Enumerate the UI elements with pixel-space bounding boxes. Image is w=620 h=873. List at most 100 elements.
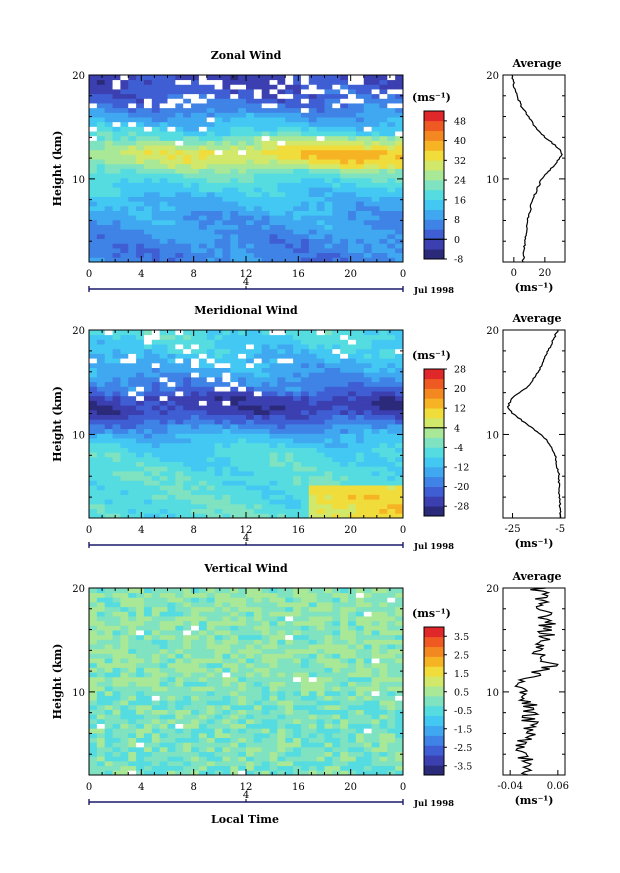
heatmap-cell <box>191 112 200 118</box>
heatmap-cell <box>214 681 223 687</box>
heatmap-cell <box>128 480 137 486</box>
heatmap-cell <box>175 121 184 127</box>
heatmap-cell <box>143 414 153 420</box>
heatmap-cell <box>159 391 168 397</box>
heatmap-cell <box>89 89 98 95</box>
heatmap-cell <box>214 334 223 340</box>
heatmap-cell <box>332 653 341 659</box>
heatmap-cell <box>167 243 176 249</box>
heatmap-cell <box>277 84 286 90</box>
heatmap-cell <box>104 93 113 99</box>
heatmap-cell <box>191 182 200 188</box>
heatmap-cell <box>246 252 255 258</box>
heatmap-cell <box>324 732 333 738</box>
heatmap-cell <box>340 243 349 249</box>
heatmap-cell <box>332 718 341 724</box>
heatmap-cell <box>395 602 404 608</box>
heatmap-cell <box>230 751 239 757</box>
heatmap-cell <box>198 215 208 221</box>
heatmap-cell <box>395 630 404 636</box>
heatmap-cell <box>246 140 255 146</box>
heatmap-cell <box>387 344 396 350</box>
heatmap-cell <box>206 154 215 160</box>
heatmap-cell <box>387 205 396 211</box>
heatmap-cell <box>136 508 145 514</box>
heatmap-cell <box>269 224 278 230</box>
heatmap-cell <box>167 765 176 771</box>
heatmap-cell <box>175 177 184 183</box>
heatmap-cell <box>285 644 294 650</box>
heatmap-cell <box>387 247 396 254</box>
colorbar-unit-label: (ms⁻¹) <box>412 349 451 362</box>
heatmap-cell <box>191 252 200 258</box>
heatmap-cell <box>371 513 380 519</box>
heatmap-cell <box>206 149 215 155</box>
heatmap-cell <box>151 676 161 682</box>
heatmap-cell <box>246 219 255 226</box>
heatmap-cell <box>159 112 168 118</box>
heatmap-cell <box>363 177 372 183</box>
heatmap-cell <box>151 672 161 678</box>
heatmap-cell <box>277 433 286 439</box>
heatmap-cell <box>191 381 200 387</box>
heatmap-cell <box>136 667 145 673</box>
heatmap-cell <box>324 606 333 612</box>
heatmap-cell <box>143 79 153 85</box>
heatmap-cell <box>183 428 192 434</box>
heatmap-cell <box>363 98 372 104</box>
heatmap-cell <box>261 381 270 387</box>
heatmap-cell <box>151 149 161 155</box>
heatmap-cell <box>387 714 396 720</box>
heatmap-cell <box>371 424 380 430</box>
heatmap-cell <box>89 606 98 612</box>
heatmap-cell <box>238 126 247 132</box>
heatmap-cell <box>214 704 223 710</box>
heatmap-cell <box>167 704 176 710</box>
heatmap-cell <box>324 252 333 258</box>
heatmap-cell <box>222 751 231 757</box>
heatmap-cell <box>167 648 176 654</box>
heatmap-cell <box>96 409 106 415</box>
heatmap-cell <box>96 257 106 263</box>
heatmap-cell <box>191 238 200 244</box>
heatmap-cell <box>348 606 357 612</box>
heatmap-cell <box>379 672 388 678</box>
heatmap-cell <box>387 159 396 165</box>
heatmap-cell <box>112 424 121 430</box>
heatmap-cell <box>324 168 333 174</box>
heatmap-cell <box>183 742 192 748</box>
heatmap-cell <box>238 489 247 495</box>
heatmap-cell <box>379 196 388 202</box>
heatmap-cell <box>104 690 113 696</box>
heatmap-cell <box>89 187 98 193</box>
heatmap-cell <box>355 229 365 235</box>
heatmap-cell <box>348 247 357 254</box>
heatmap-cell <box>198 447 208 453</box>
heatmap-cell <box>340 191 349 197</box>
heatmap-cell <box>112 489 121 495</box>
heatmap-cell <box>230 405 239 411</box>
heatmap-cell <box>332 93 341 99</box>
heatmap-cell <box>206 676 215 682</box>
heatmap-cell <box>198 630 208 636</box>
heatmap-cell <box>316 103 325 109</box>
heatmap-cell <box>261 405 270 411</box>
heatmap-cell <box>128 419 137 425</box>
heatmap-cell <box>285 395 294 401</box>
heatmap-cell <box>348 658 357 664</box>
colorbar-swatch <box>424 378 444 389</box>
heatmap-cell <box>175 233 184 240</box>
heatmap-cell <box>355 742 365 748</box>
heatmap-cell <box>355 625 365 631</box>
heatmap-cell <box>253 662 263 668</box>
heatmap-cell <box>348 419 357 425</box>
heatmap-cell <box>198 611 208 617</box>
heatmap-cell <box>214 191 223 197</box>
heatmap-cell <box>183 168 192 174</box>
heatmap-cell <box>371 704 380 710</box>
heatmap-cell <box>238 681 247 687</box>
heatmap-cell <box>96 728 106 734</box>
heatmap-cell <box>285 653 294 659</box>
heatmap-cell <box>316 257 325 263</box>
